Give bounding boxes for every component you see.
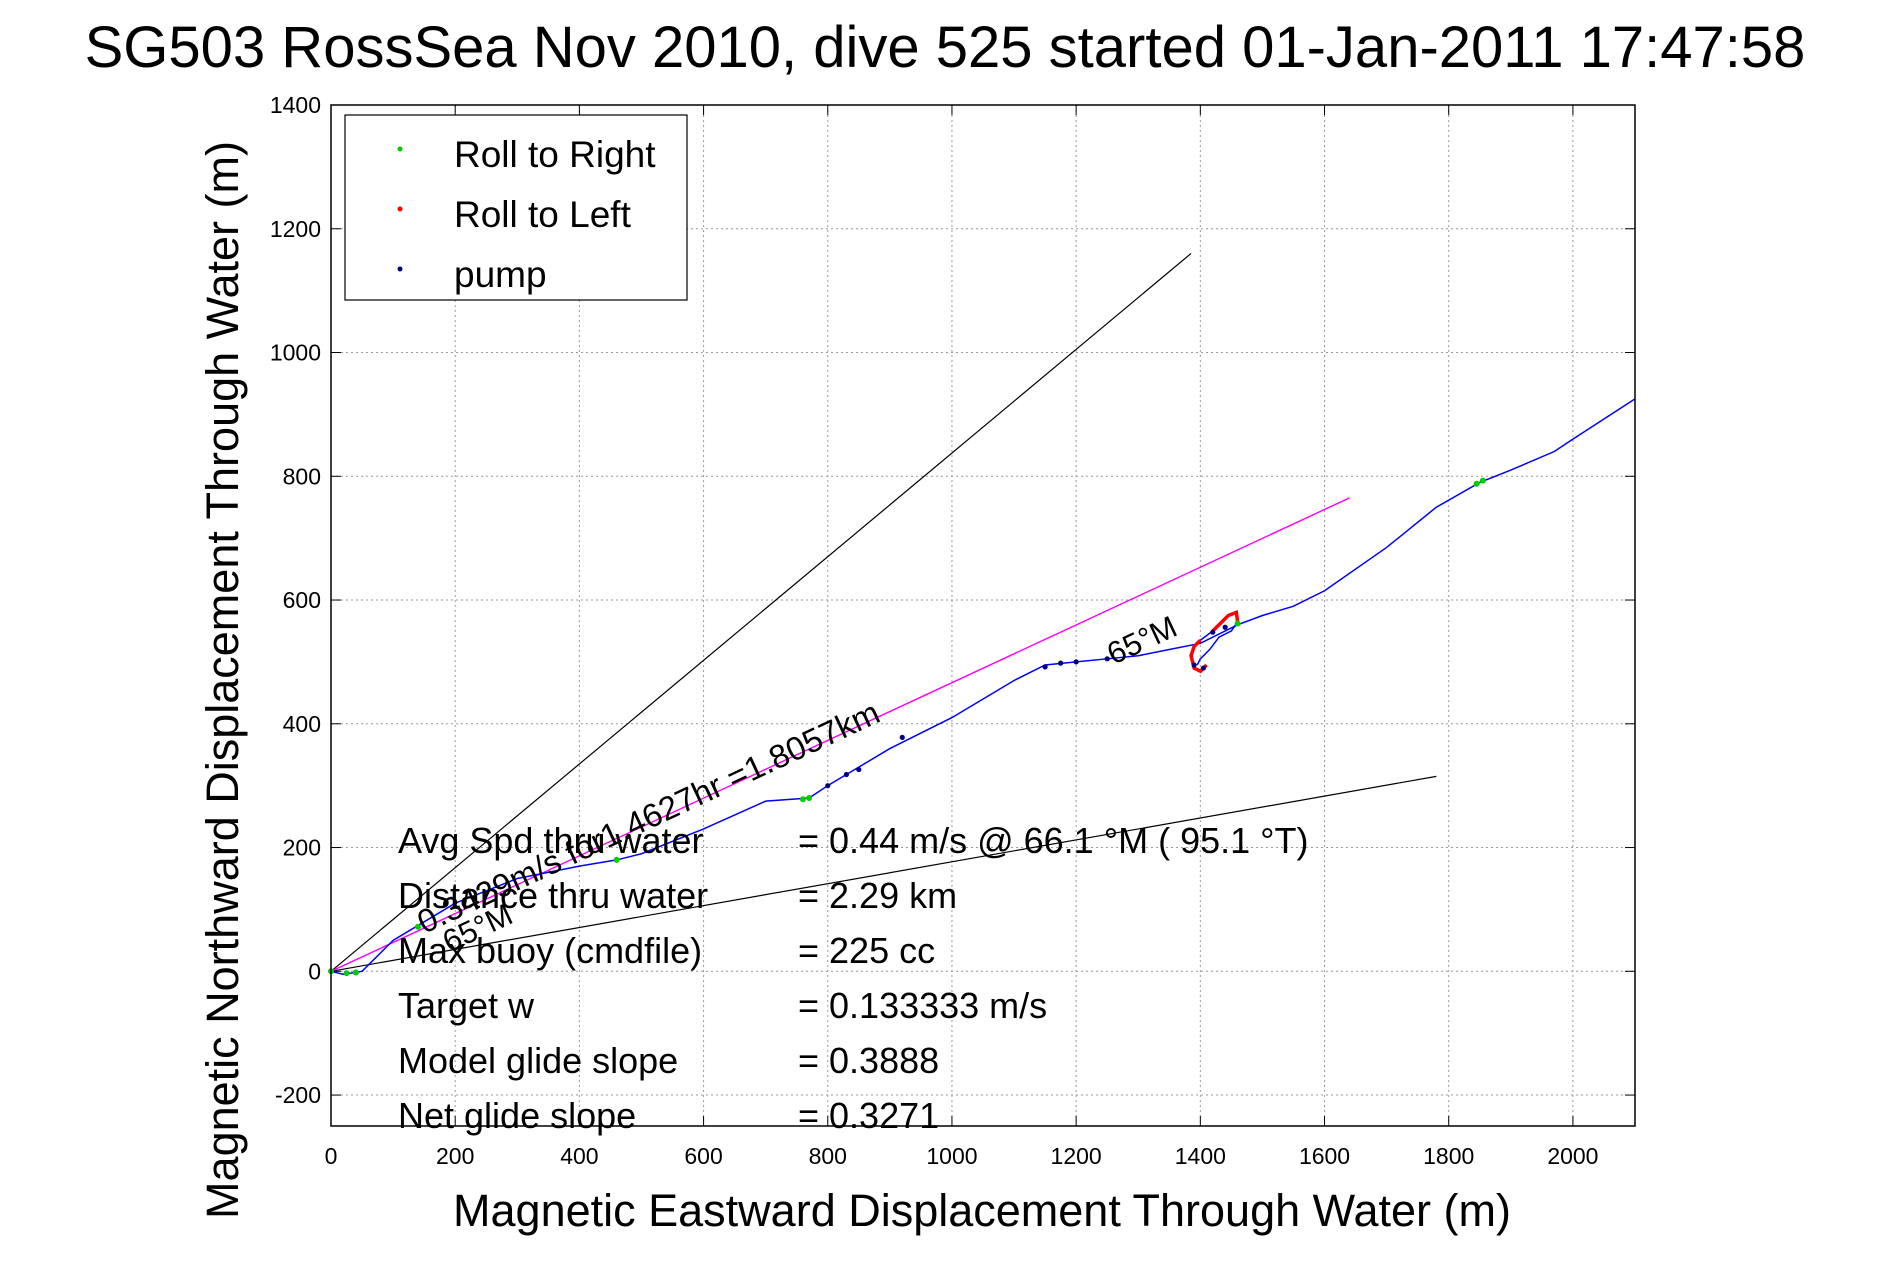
pump-point (1222, 624, 1228, 630)
x-tick-label: 1800 (1423, 1143, 1474, 1169)
track-line (330, 398, 1636, 976)
roll-right-point (414, 923, 421, 930)
stat-label: Net glide slope (398, 1095, 636, 1136)
roll-left-segment (1211, 609, 1240, 633)
pump-point (843, 771, 849, 778)
x-tick-label: 1400 (1175, 1143, 1226, 1169)
pump-point (899, 734, 905, 741)
x-tick-label: 600 (684, 1143, 722, 1169)
x-tick-label: 400 (560, 1143, 598, 1169)
roll-right-point (1234, 620, 1241, 627)
x-axis-label: Magnetic Eastward Displacement Through W… (453, 1185, 1511, 1236)
stat-value: = 0.133333 m/s (798, 985, 1047, 1026)
x-tick-label: 800 (809, 1143, 847, 1169)
legend-marker (397, 146, 403, 152)
y-tick-label: 800 (283, 463, 321, 489)
roll-right-point (1479, 477, 1486, 484)
x-tick-label: 1200 (1051, 1143, 1102, 1169)
y-tick-label: 0 (308, 958, 321, 984)
stat-label: Distance thru water (398, 875, 708, 916)
legend-label: Roll to Right (454, 134, 656, 175)
roll-right-point (1473, 480, 1480, 487)
y-tick-label: 1400 (270, 92, 321, 118)
x-tick-label: 1600 (1299, 1143, 1350, 1169)
guide-lines (330, 253, 1437, 972)
series-layer (328, 398, 1636, 977)
x-tick-label: 1000 (926, 1143, 977, 1169)
legend: Roll to Right Roll to Left pump (344, 114, 688, 301)
roll-right-point (613, 856, 620, 863)
roll-right-point (799, 796, 806, 803)
pump-point (825, 783, 831, 789)
y-tick-label: 1200 (270, 216, 321, 242)
y-tick-label: 600 (283, 587, 321, 613)
legend-label: Roll to Left (454, 194, 632, 235)
stat-label: Model glide slope (398, 1040, 678, 1081)
pump-point (1058, 660, 1064, 666)
annotation-label: 65°M (1102, 609, 1183, 671)
legend-marker (397, 266, 403, 272)
pump-point (1210, 629, 1216, 635)
roll-right-point (343, 970, 350, 977)
stat-value: = 0.44 m/s @ 66.1 °M ( 95.1 °T) (798, 820, 1309, 861)
y-tick-label: -200 (275, 1082, 321, 1108)
pump-point (856, 766, 862, 773)
x-tick-label: 0 (325, 1143, 338, 1169)
pump-point (1042, 664, 1048, 670)
y-tick-label: 1000 (270, 340, 321, 366)
roll-left-segment (1189, 639, 1208, 674)
pump-point (1200, 665, 1207, 671)
stat-value: = 0.3271 (798, 1095, 939, 1136)
y-tick-label: 400 (283, 711, 321, 737)
legend-marker (397, 206, 403, 212)
stat-label: Avg Spd thru water (398, 820, 704, 861)
y-axis-label: Magnetic Northward Displacement Through … (197, 141, 248, 1219)
y-tick-labels: -200 0 200 400 600 800 1000 1200 1400 (270, 92, 321, 1108)
x-tick-label: 2000 (1547, 1143, 1598, 1169)
roll-right-point (352, 969, 359, 976)
x-tick-label: 200 (436, 1143, 474, 1169)
stat-label: Target w (398, 985, 535, 1026)
roll-right-point (806, 795, 813, 802)
chart-title: SG503 RossSea Nov 2010, dive 525 started… (85, 15, 1806, 80)
pump-point (1073, 659, 1079, 665)
pump-point (1104, 656, 1110, 662)
stats-block: Avg Spd thru water = 0.44 m/s @ 66.1 °M (… (398, 820, 1309, 1136)
guide-line (330, 253, 1192, 972)
y-tick-label: 200 (283, 835, 321, 861)
stat-value: = 2.29 km (798, 875, 957, 916)
heading-line (330, 497, 1350, 972)
grid (330, 104, 1635, 1126)
stat-value: = 0.3888 (798, 1040, 939, 1081)
pump-point (1191, 662, 1197, 668)
plot-frame (330, 104, 1636, 1127)
stat-value: = 225 cc (798, 930, 935, 971)
x-tick-labels: 0 200 400 600 800 1000 1200 1400 1600 1800 2000 (325, 1143, 1599, 1169)
stat-label: Max buoy (cmdfile) (398, 930, 702, 971)
legend-label: pump (454, 254, 547, 295)
guide-line (330, 775, 1437, 972)
